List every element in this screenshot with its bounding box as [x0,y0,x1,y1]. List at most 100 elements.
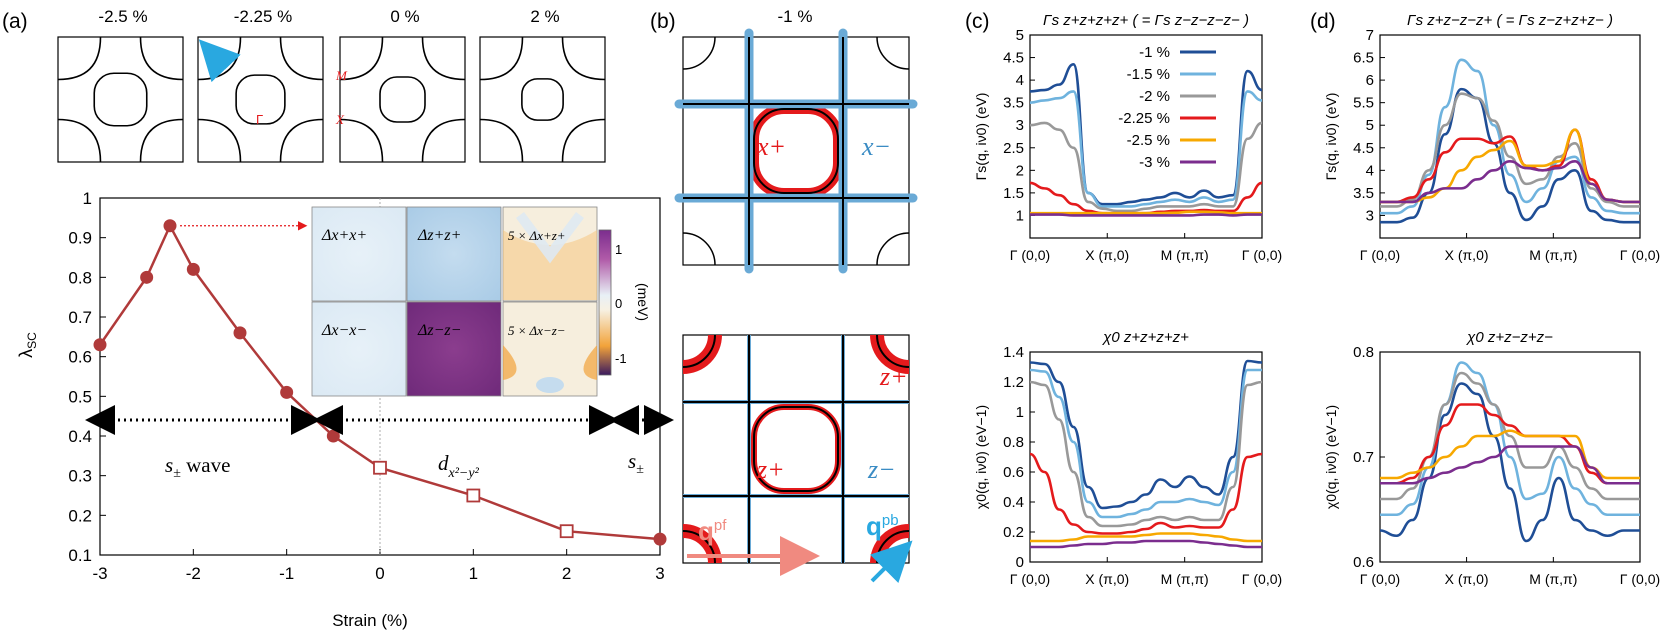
fermi-surface-b-top [674,28,918,274]
x-tick-label: X (π,0) [1445,571,1489,587]
series-line-0 [1379,382,1640,543]
fs-pocket [93,72,148,127]
x-tick-label: Γ (0,0) [1010,247,1050,263]
y-tick-label: 0.3 [68,467,92,486]
lambda-point [653,532,667,546]
y-tick-label: 0.7 [1353,449,1374,466]
chart-title: Γs z+z+z+z+ ( = Γs z−z−z−z− ) [1043,12,1249,29]
fs-b-corner-line [682,232,716,266]
fs-arc [279,118,324,163]
x-tick-label: 2 [562,564,571,583]
gap-map-inset: Δx+x+ Δz+z+ 5 × Δx+z+ Δx−x− Δz−z− 5 × Δx… [311,206,651,397]
fs-label-X: X [335,112,345,127]
series-line-5 [1030,213,1262,217]
gap-label-6: 5 × Δx−z− [508,323,566,338]
q-pb-label: qpb [866,511,899,541]
series-line-4 [1029,532,1262,543]
lambda-point [140,270,154,284]
gap-label-1: Δx+x+ [321,227,367,244]
x-tick-label: M (π,π) [1161,571,1209,587]
y-tick-label: 4.5 [1003,50,1024,67]
panel-label-d: (d) [1310,10,1336,33]
x-tick-label: M (π,π) [1529,247,1577,263]
colorbar [598,229,612,376]
gap-label-4: Δx−x− [321,322,367,339]
gamma-s-chart-d: Γ (0,0) X (π,0) M (π,π) Γ (0,0) 3 3.5 4 4.5 5 5.5… [1323,12,1660,263]
strain-legend: -1 % -1.5 % -2 % -2.25 % -2.5 % -3 % [1118,44,1216,171]
fs-box [479,36,606,163]
panel-label-b: (b) [650,10,676,33]
series-line-0 [1029,359,1263,510]
fs-arc [57,36,102,81]
series-line-4 [1030,210,1262,215]
series-line-3 [1380,128,1640,204]
legend-label: -1 % [1139,44,1170,61]
fs-arc [339,118,384,163]
x-tick-label: 0 [375,564,384,583]
fs-b-label-z-plus-center: z+ [756,455,785,484]
y-tick-label: 5.5 [1353,95,1374,112]
fs-box [57,36,184,163]
series-line-1 [1029,368,1262,519]
fs-arc [57,118,102,163]
fs-arc [279,36,324,81]
fs-arc [139,118,184,163]
chart-a-xlabel: Strain (%) [332,611,408,630]
fs-pocket [379,76,426,123]
y-tick-label: 0.2 [1003,524,1024,541]
legend-label: -2.25 % [1118,110,1170,127]
chi0-chart-c: Γ (0,0) X (π,0) M (π,π) Γ (0,0)00.20.40.60.… [973,329,1282,587]
q-pf-label: qpf [698,516,727,546]
y-tick-label: 4.5 [1353,140,1374,157]
series-line-5 [1380,160,1640,204]
y-tick-label: 5 [1016,27,1024,44]
y-tick-label: 0.8 [1353,344,1374,361]
chart-ylabel: χ0(q, iν0) (eV−1) [1323,405,1339,509]
chart-ylabel: χ0(q, iν0) (eV−1) [973,405,989,509]
x-tick-label: M (π,π) [1161,247,1209,263]
y-tick-label: 1 [1016,404,1024,421]
series-line-4 [1380,429,1640,480]
y-tick-label: 0.8 [68,268,92,287]
y-tick-label: 3 [1366,207,1374,224]
fs-b-corner-line [876,334,910,368]
x-tick-label: Γ (0,0) [1242,247,1282,263]
chart-title: χ0 z+z+z+z+ [1101,329,1189,346]
y-tick-label: 4 [1366,162,1374,179]
panel-label-a: (a) [2,10,28,33]
chart-ylabel: Γs(q, iν0) (eV) [1323,93,1339,181]
x-tick-label: Γ (0,0) [1242,571,1282,587]
series-line-5 [1380,445,1640,485]
y-tick-label: 1.2 [1003,374,1024,391]
lambda-sc-chart: -3 -2 -1 0 1 2 3 0.1 0.2 0.3 0.4 0.5 0.6 0.7 0.8 0.9 1 [68,189,667,583]
series-line-2 [1380,92,1640,208]
x-tick-label: -2 [186,564,201,583]
y-tick-label: 3.5 [1353,185,1374,202]
x-tick-label: 1 [469,564,478,583]
y-tick-label: 0.6 [1353,554,1374,571]
fs-b-corner-line [876,36,910,70]
colorbar-tick-0: 0 [615,296,622,311]
fs-b-title: -1 % [778,7,813,26]
phase-label-s-wave: s± wave [165,453,230,481]
y-tick-label: 0 [1016,554,1024,571]
gap-label-5: Δz−z− [417,322,461,339]
fs-strain-label-4: 2 % [530,7,559,26]
fermi-surface-row [57,36,606,163]
y-tick-label: 2 [1016,162,1024,179]
legend-label: -2 % [1139,88,1170,105]
lambda-point [559,524,574,539]
fs-box [339,36,466,163]
y-tick-label: 1.4 [1003,344,1024,361]
q-pb-arrow [870,540,913,583]
y-tick-label: 0.7 [68,308,92,327]
fs-arc [421,36,466,81]
fs-strain-label-1: -2.5 % [98,7,147,26]
legend-label: -1.5 % [1127,66,1170,83]
fs-b-corner-line [682,334,716,368]
fs-direction-arrow [198,39,241,83]
gap-label-3: 5 × Δx+z+ [508,228,566,243]
lambda-point [373,460,387,475]
y-tick-label: 0.6 [68,348,92,367]
series-line-2 [1029,380,1263,528]
